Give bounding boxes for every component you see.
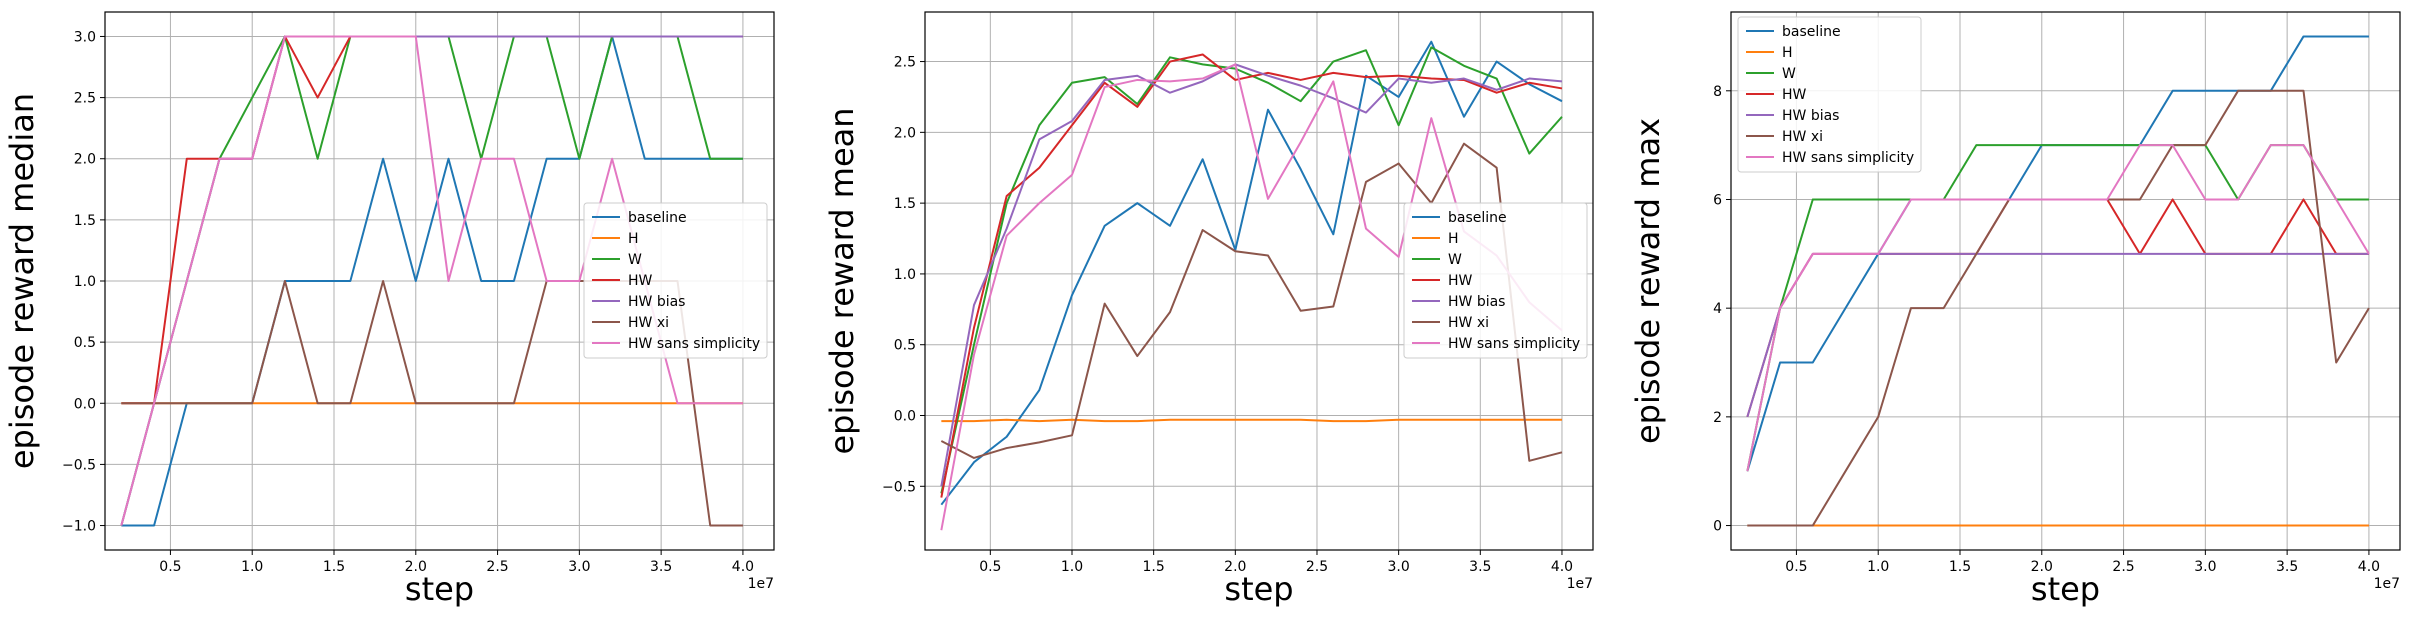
x-tick-label: 1.5 <box>1143 559 1165 575</box>
series-line-hw-bias <box>940 63 1563 487</box>
y-tick-label: 1.0 <box>74 274 96 290</box>
legend: baseline HW HW HW bias HW xi HW sans simplici… <box>1403 202 1588 359</box>
x-tick-label: 2.5 <box>486 559 508 575</box>
legend-label: HW bias <box>1782 108 1839 124</box>
series-line-h <box>941 418 1562 423</box>
legend-label: HW sans simplicity <box>1448 336 1580 352</box>
legend: baseline HW HW HW bias HW xi HW sans simplici… <box>583 202 768 359</box>
legend-label: HW sans simplicity <box>628 336 760 352</box>
grid <box>925 12 1593 550</box>
chart-max: 0.5 1.0 1.5 2.0 2.5 3.0 3.5 4.0 0 2 4 6 8 1e7 step epis… <box>1629 11 2401 608</box>
y-tick-label: 2.0 <box>74 152 96 168</box>
y-tick-label: 0.0 <box>894 409 916 425</box>
legend-label: HW bias <box>1448 294 1505 310</box>
y-tick-label: 2.5 <box>74 91 96 107</box>
series-lines <box>1746 35 2370 527</box>
legend-box <box>583 202 768 359</box>
x-tick-label: 3.5 <box>2276 559 2298 575</box>
x-tick-label: 3.0 <box>2194 559 2216 575</box>
y-tick-label: −0.5 <box>62 457 96 473</box>
chart-mean: 0.5 1.0 1.5 2.0 2.5 3.0 3.5 4.0 −0.5 0.0 0.5 1.0 1.5… <box>823 11 1594 608</box>
y-tick-label: −0.5 <box>882 479 916 495</box>
legend-label: HW bias <box>628 294 685 310</box>
x-tick-label: 0.5 <box>159 559 181 575</box>
x-tick-label: 2.0 <box>1224 559 1246 575</box>
ticks: 0.5 1.0 1.5 2.0 2.5 3.0 3.5 4.0 −1.0 −0.5 0.0 0.5 1.… <box>62 29 754 575</box>
x-tick-label: 1.5 <box>1949 559 1971 575</box>
x-tick-label: 1.0 <box>241 559 263 575</box>
y-tick-label: 8 <box>1713 84 1722 100</box>
legend-label: baseline <box>1782 24 1841 40</box>
x-tick-label: 2.0 <box>2031 559 2053 575</box>
legend-label: W <box>1782 66 1796 82</box>
y-tick-label: 0.0 <box>74 396 96 412</box>
y-tick-label: 2.5 <box>894 55 916 71</box>
y-tick-label: 2 <box>1713 410 1722 426</box>
x-tick-label: 3.0 <box>1388 559 1410 575</box>
x-tick-label: 2.5 <box>1306 559 1328 575</box>
x-axis-label: step <box>405 570 474 608</box>
legend-label: baseline <box>628 210 687 226</box>
y-tick-label: 0 <box>1713 519 1722 535</box>
legend-label: HW sans simplicity <box>1782 150 1914 166</box>
plot-frame <box>1730 11 2401 551</box>
legend-label: HW <box>1448 273 1473 289</box>
y-tick-label: 1.5 <box>894 196 916 212</box>
x-axis-label: step <box>2031 570 2100 608</box>
x-tick-label: 4.0 <box>732 559 754 575</box>
y-axis-label: episode reward max <box>1629 118 1667 444</box>
x-offset-label: 1e7 <box>748 576 774 592</box>
x-tick-label: 3.5 <box>1469 559 1491 575</box>
chart-median: 0.5 1.0 1.5 2.0 2.5 3.0 3.5 4.0 −1.0 −0.5 0.0 0.5 1.… <box>3 11 775 608</box>
x-tick-label: 2.0 <box>405 559 427 575</box>
y-tick-label: −1.0 <box>62 519 96 535</box>
legend: baseline HW HW HW bias HW xi HW sans simplici… <box>1737 16 1922 173</box>
series-line-hw-xi <box>940 142 1563 462</box>
legend-label: H <box>1448 231 1459 247</box>
x-tick-label: 0.5 <box>979 559 1001 575</box>
y-tick-label: 0.5 <box>74 335 96 351</box>
legend-label: W <box>628 252 642 268</box>
legend-label: H <box>1782 45 1793 61</box>
x-tick-label: 3.5 <box>650 559 672 575</box>
legend-box <box>1737 16 1922 173</box>
legend-label: HW xi <box>628 315 669 331</box>
legend-label: HW <box>628 273 653 289</box>
x-tick-label: 0.5 <box>1785 559 1807 575</box>
x-tick-label: 3.0 <box>568 559 590 575</box>
legend-label: W <box>1448 252 1462 268</box>
legend-box <box>1403 202 1588 359</box>
y-tick-label: 1.5 <box>74 213 96 229</box>
legend-label: HW xi <box>1448 315 1489 331</box>
ticks: 0.5 1.0 1.5 2.0 2.5 3.0 3.5 4.0 0 2 4 6 8 <box>1713 84 2380 575</box>
x-offset-label: 1e7 <box>1567 576 1593 592</box>
x-tick-label: 2.5 <box>2112 559 2134 575</box>
x-tick-label: 4.0 <box>2358 559 2380 575</box>
legend-label: HW xi <box>1782 129 1823 145</box>
y-axis-label: episode reward mean <box>823 107 861 454</box>
x-tick-label: 1.5 <box>323 559 345 575</box>
y-tick-label: 2.0 <box>894 125 916 141</box>
series-lines <box>120 35 743 527</box>
x-offset-label: 1e7 <box>2374 576 2400 592</box>
y-tick-label: 4 <box>1713 301 1722 317</box>
ticks: 0.5 1.0 1.5 2.0 2.5 3.0 3.5 4.0 −0.5 0.0 0.5 1.0 1.5… <box>882 55 1573 575</box>
x-tick-label: 4.0 <box>1551 559 1573 575</box>
y-tick-label: 1.0 <box>894 267 916 283</box>
y-tick-label: 6 <box>1713 192 1722 208</box>
x-axis-label: step <box>1224 570 1293 608</box>
plot-frame <box>924 11 1594 551</box>
y-tick-label: 3.0 <box>74 29 96 45</box>
legend-label: baseline <box>1448 210 1507 226</box>
series-line-baseline <box>940 40 1563 506</box>
x-tick-label: 1.0 <box>1061 559 1083 575</box>
series-line-hw-sans-simplicity <box>1746 144 2370 472</box>
y-tick-label: 0.5 <box>894 338 916 354</box>
y-axis-label: episode reward median <box>3 93 41 469</box>
legend-label: HW <box>1782 87 1807 103</box>
legend-label: H <box>628 231 639 247</box>
x-tick-label: 1.0 <box>1867 559 1889 575</box>
